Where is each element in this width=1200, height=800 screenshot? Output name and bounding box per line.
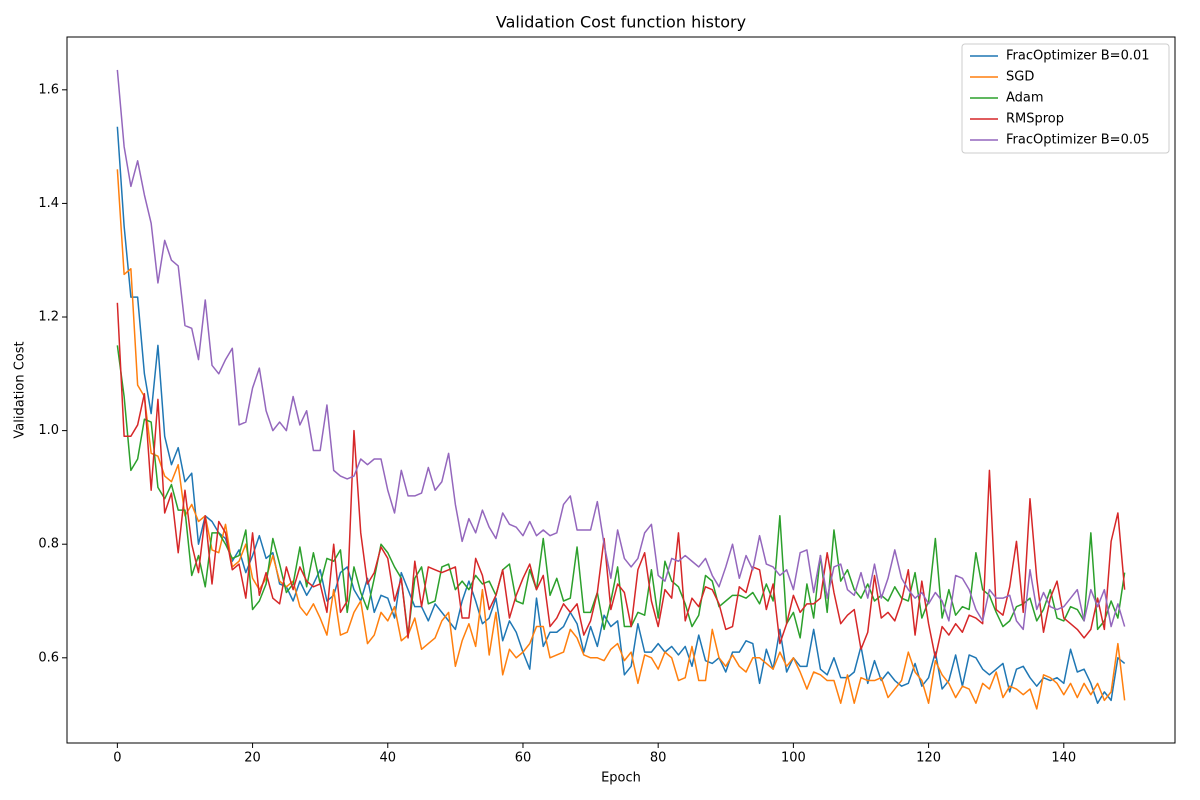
legend-label: FracOptimizer B=0.05 [1006, 133, 1150, 148]
series-line [116, 169, 1126, 710]
legend-label: RMSprop [1006, 112, 1064, 127]
x-tick-label: 140 [1051, 751, 1076, 766]
y-tick-label: 1.6 [38, 82, 59, 97]
legend-label: FracOptimizer B=0.01 [1006, 49, 1150, 64]
x-tick-label: 80 [650, 751, 667, 766]
y-tick-label: 0.8 [38, 537, 59, 552]
legend-label: SGD [1006, 70, 1034, 85]
x-tick-label: 60 [515, 751, 532, 766]
plot-frame [66, 36, 1176, 744]
series-line [116, 302, 1126, 659]
series-line [116, 69, 1126, 631]
legend-box [961, 43, 1170, 154]
x-tick-label: 40 [379, 751, 396, 766]
y-axis-label: Validation Cost [13, 341, 28, 438]
x-tick-label: 100 [781, 751, 806, 766]
x-tick-label: 0 [113, 751, 121, 766]
x-tick-label: 20 [244, 751, 261, 766]
legend-label: Adam [1006, 91, 1044, 106]
series-line [116, 345, 1126, 639]
chart-title: Validation Cost function history [496, 13, 746, 32]
y-tick-label: 1.0 [38, 423, 59, 438]
y-tick-label: 1.2 [38, 310, 59, 325]
x-tick-label: 120 [916, 751, 941, 766]
x-axis-label: Epoch [601, 771, 641, 786]
y-tick-label: 0.6 [38, 650, 59, 665]
y-tick-label: 1.4 [38, 196, 59, 211]
